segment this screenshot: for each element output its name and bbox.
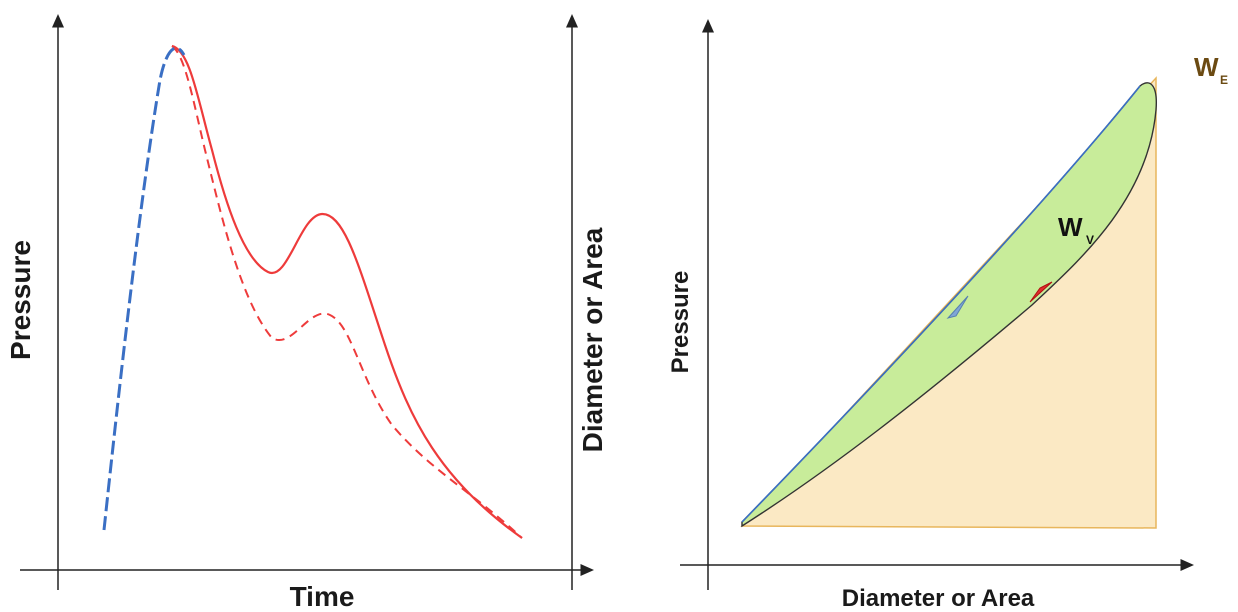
left-ylabel-right: Diameter or Area — [577, 227, 608, 452]
pressure-solid-line — [171, 44, 523, 539]
wv-main: W — [1058, 212, 1083, 242]
right-chart: W V W E Pressure Diameter or Area — [667, 19, 1228, 612]
wv-label: W — [1058, 212, 1083, 242]
right-ylabel: Pressure — [667, 271, 694, 374]
we-main: W — [1194, 52, 1219, 82]
left-xlabel: Time — [290, 581, 355, 612]
wv-sub: V — [1086, 233, 1094, 247]
we-sub: E — [1220, 73, 1228, 87]
red-direction-arrow — [1029, 281, 1053, 303]
left-ylabel: Pressure — [5, 240, 36, 360]
blue-direction-arrow — [946, 295, 969, 319]
loop-top-edge — [741, 85, 1141, 523]
diameter-dashed-line — [102, 46, 186, 531]
left-chart: Pressure Diameter or Area Time — [5, 14, 608, 612]
pressure-dashed-line — [171, 45, 523, 539]
right-xlabel: Diameter or Area — [842, 585, 1035, 612]
we-label: W — [1194, 52, 1219, 82]
